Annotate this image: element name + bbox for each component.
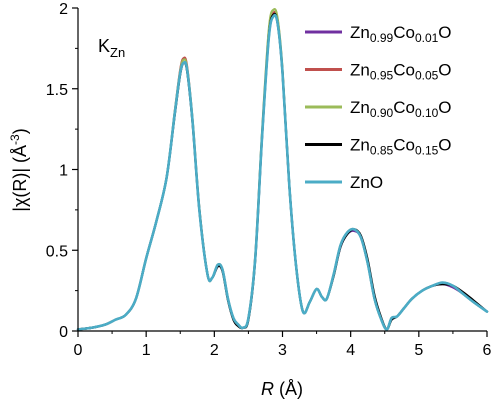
legend-label-4: Zn0.85Co0.15O — [350, 136, 452, 158]
x-tick-label: 6 — [483, 342, 492, 359]
legend-label-5: ZnO — [350, 173, 383, 192]
y-tick-label: 1.5 — [46, 82, 68, 99]
edge-annotation: KZn — [98, 36, 125, 60]
y-tick-label: 1 — [59, 163, 68, 180]
ticks-layer: 0 1 2 3 4 5 6 0 0.5 1 1.5 2 — [46, 1, 492, 359]
y-tick-label: 2 — [59, 1, 68, 18]
x-tick-label: 1 — [142, 342, 151, 359]
x-tick-label: 5 — [414, 342, 423, 359]
legend-label-3: Zn0.90Co0.10O — [350, 98, 452, 120]
x-tick-label: 3 — [278, 342, 287, 359]
legend: Zn0.99Co0.01O Zn0.95Co0.05O Zn0.90Co0.10O Z… — [305, 23, 452, 192]
x-tick-label: 0 — [74, 342, 83, 359]
legend-label-1: Zn0.99Co0.01O — [350, 23, 452, 45]
series-layer — [76, 7, 489, 331]
y-axis-label: |χ(R)| (Å-3) — [8, 128, 30, 211]
x-tick-label: 4 — [346, 342, 355, 359]
x-tick-label: 2 — [210, 342, 219, 359]
y-tick-label: 0 — [59, 324, 68, 341]
y-tick-label: 0.5 — [46, 243, 68, 260]
x-axis-label: R (Å) — [261, 379, 303, 399]
series-line-5 — [76, 13, 489, 331]
legend-label-2: Zn0.95Co0.05O — [350, 61, 452, 83]
